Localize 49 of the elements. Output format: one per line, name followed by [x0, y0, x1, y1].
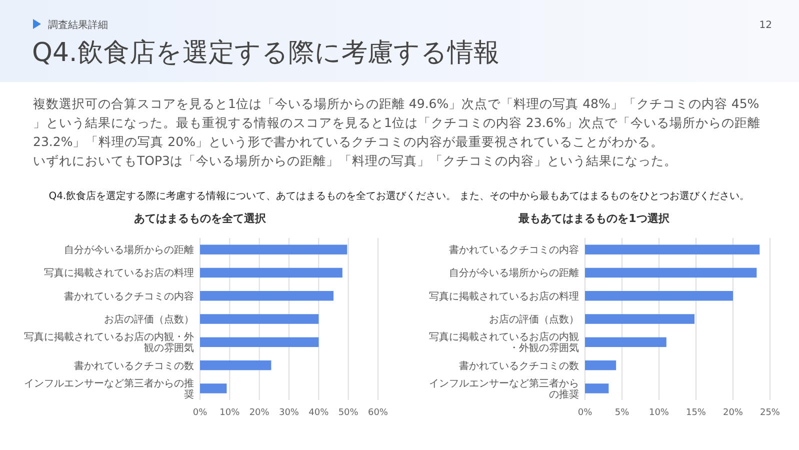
x-tick-label: 10% [220, 408, 240, 418]
bar [585, 268, 757, 278]
text: 複数選択可の合算スコアを見ると1位は「今いる場所からの距離 49.6%」次点で「料理の写真 48%」「クチコミの内容 45%」という結果になった。最も重視する情報のスコアを見ると1位は「クチコミの内容 23.6%」次点で「今いる場所からの距離 23.2%」「料理の写真 20%」という形で書かれているクチコミの内容が最重要視されていることがわかる。 [33, 96, 761, 149]
bar [200, 314, 319, 324]
y-tick-label: 書かれているクチコミの内容 [449, 244, 579, 256]
x-tick-label: 15% [686, 408, 706, 418]
y-tick-label: 写真に掲載されているお店の料理 [44, 267, 194, 280]
bar [585, 244, 760, 254]
x-tick-label: 25% [760, 408, 780, 418]
bar [200, 244, 348, 254]
y-tick-label: お店の評価（点数） [104, 314, 194, 326]
x-tick-label: 60% [368, 408, 388, 418]
x-tick-label: 20% [249, 408, 270, 418]
bar [200, 268, 342, 278]
x-tick-label: 40% [308, 408, 330, 418]
y-tick-label: 写真に掲載されているお店の内観・外観の雰囲気 [429, 331, 579, 354]
y-tick-label: 書かれているクチコミの数 [459, 360, 579, 372]
y-tick-label: 写真に掲載されているお店の内観・外観の雰囲気 [24, 331, 194, 354]
text: いずれにおいてもTOP3は「今いる場所からの距離」「料理の写真」「クチコミの内容」という結果になった。 [33, 153, 677, 168]
text: Q4.飲食店を選定する際に考慮する情報について、あてはまるものを全てお選びください。 また、その中から最もあてはまるものをひとつお選びください。 [48, 190, 750, 202]
x-tick-label: 30% [278, 408, 300, 418]
text: 12 [759, 20, 772, 31]
y-tick-label: 写真に掲載されているお店の料理 [429, 290, 579, 302]
y-tick-label: 書かれているクチコミの数 [74, 360, 194, 372]
chart-title: 最もあてはまるものを1つ選択 [518, 212, 670, 225]
text: 調査結果詳細 [48, 19, 108, 31]
bar [200, 360, 272, 370]
y-tick-label: インフルエンサーなど第三者からの推奨 [24, 377, 194, 400]
bar [200, 290, 334, 301]
x-tick-label: 50% [338, 408, 359, 418]
y-tick-label: 自分が今いる場所からの距離 [449, 267, 579, 280]
y-tick-label: お店の評価（点数） [489, 314, 579, 326]
bar [585, 384, 609, 394]
bar [200, 384, 227, 394]
bar [200, 337, 319, 348]
bar [585, 314, 695, 324]
x-tick-label: 5% [614, 408, 630, 418]
chart-title: あてはまるものを全て選択 [134, 212, 267, 225]
x-tick-label: 0% [578, 408, 593, 418]
x-tick-label: 10% [648, 408, 670, 418]
text: Q4.飲食店を選定する際に考慮する情報 [32, 38, 500, 68]
y-tick-label: 自分が今いる場所からの距離 [64, 244, 194, 256]
x-tick-label: 20% [722, 408, 744, 418]
y-tick-label: 書かれているクチコミの内容 [64, 290, 194, 302]
bar [585, 337, 666, 348]
y-tick-label: インフルエンサーなど第三者からの推奨 [429, 377, 579, 400]
bar [585, 360, 616, 370]
x-tick-label: 0% [192, 408, 208, 418]
bar [585, 290, 733, 301]
